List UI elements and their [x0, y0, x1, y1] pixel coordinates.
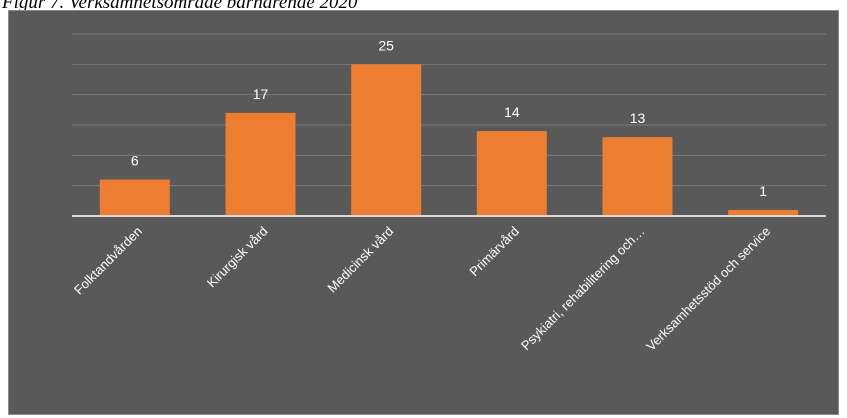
bars: [99, 64, 799, 216]
category-label: Medicinsk vård: [324, 224, 396, 296]
data-label: 17: [253, 86, 269, 102]
data-label: 13: [630, 110, 646, 126]
category-label: Folktandvården: [71, 224, 145, 298]
figure-caption: Figur 7. Verksamhetsområde barnärende 20…: [2, 0, 358, 13]
data-label: 25: [378, 37, 394, 53]
bar: [602, 137, 673, 216]
bar: [476, 131, 547, 216]
data-label: 14: [504, 104, 520, 120]
category-labels: Folktandvården Kirurgisk vård Medicinsk vå…: [71, 224, 773, 354]
category-label: Psykiatri, rehabilitering och…: [518, 224, 648, 354]
bar: [99, 179, 170, 216]
data-label: 6: [131, 153, 139, 169]
category-label: Kirurgisk vård: [204, 224, 271, 291]
category-label: Verksamhetsstöd och service: [643, 224, 773, 354]
category-label: Primärvård: [466, 224, 522, 280]
bar: [728, 209, 799, 216]
bar: [351, 64, 422, 216]
gridlines: [72, 33, 826, 187]
data-labels: 6 17 25 14 13 1: [131, 37, 767, 199]
bar: [225, 112, 296, 216]
data-label: 1: [759, 183, 767, 199]
